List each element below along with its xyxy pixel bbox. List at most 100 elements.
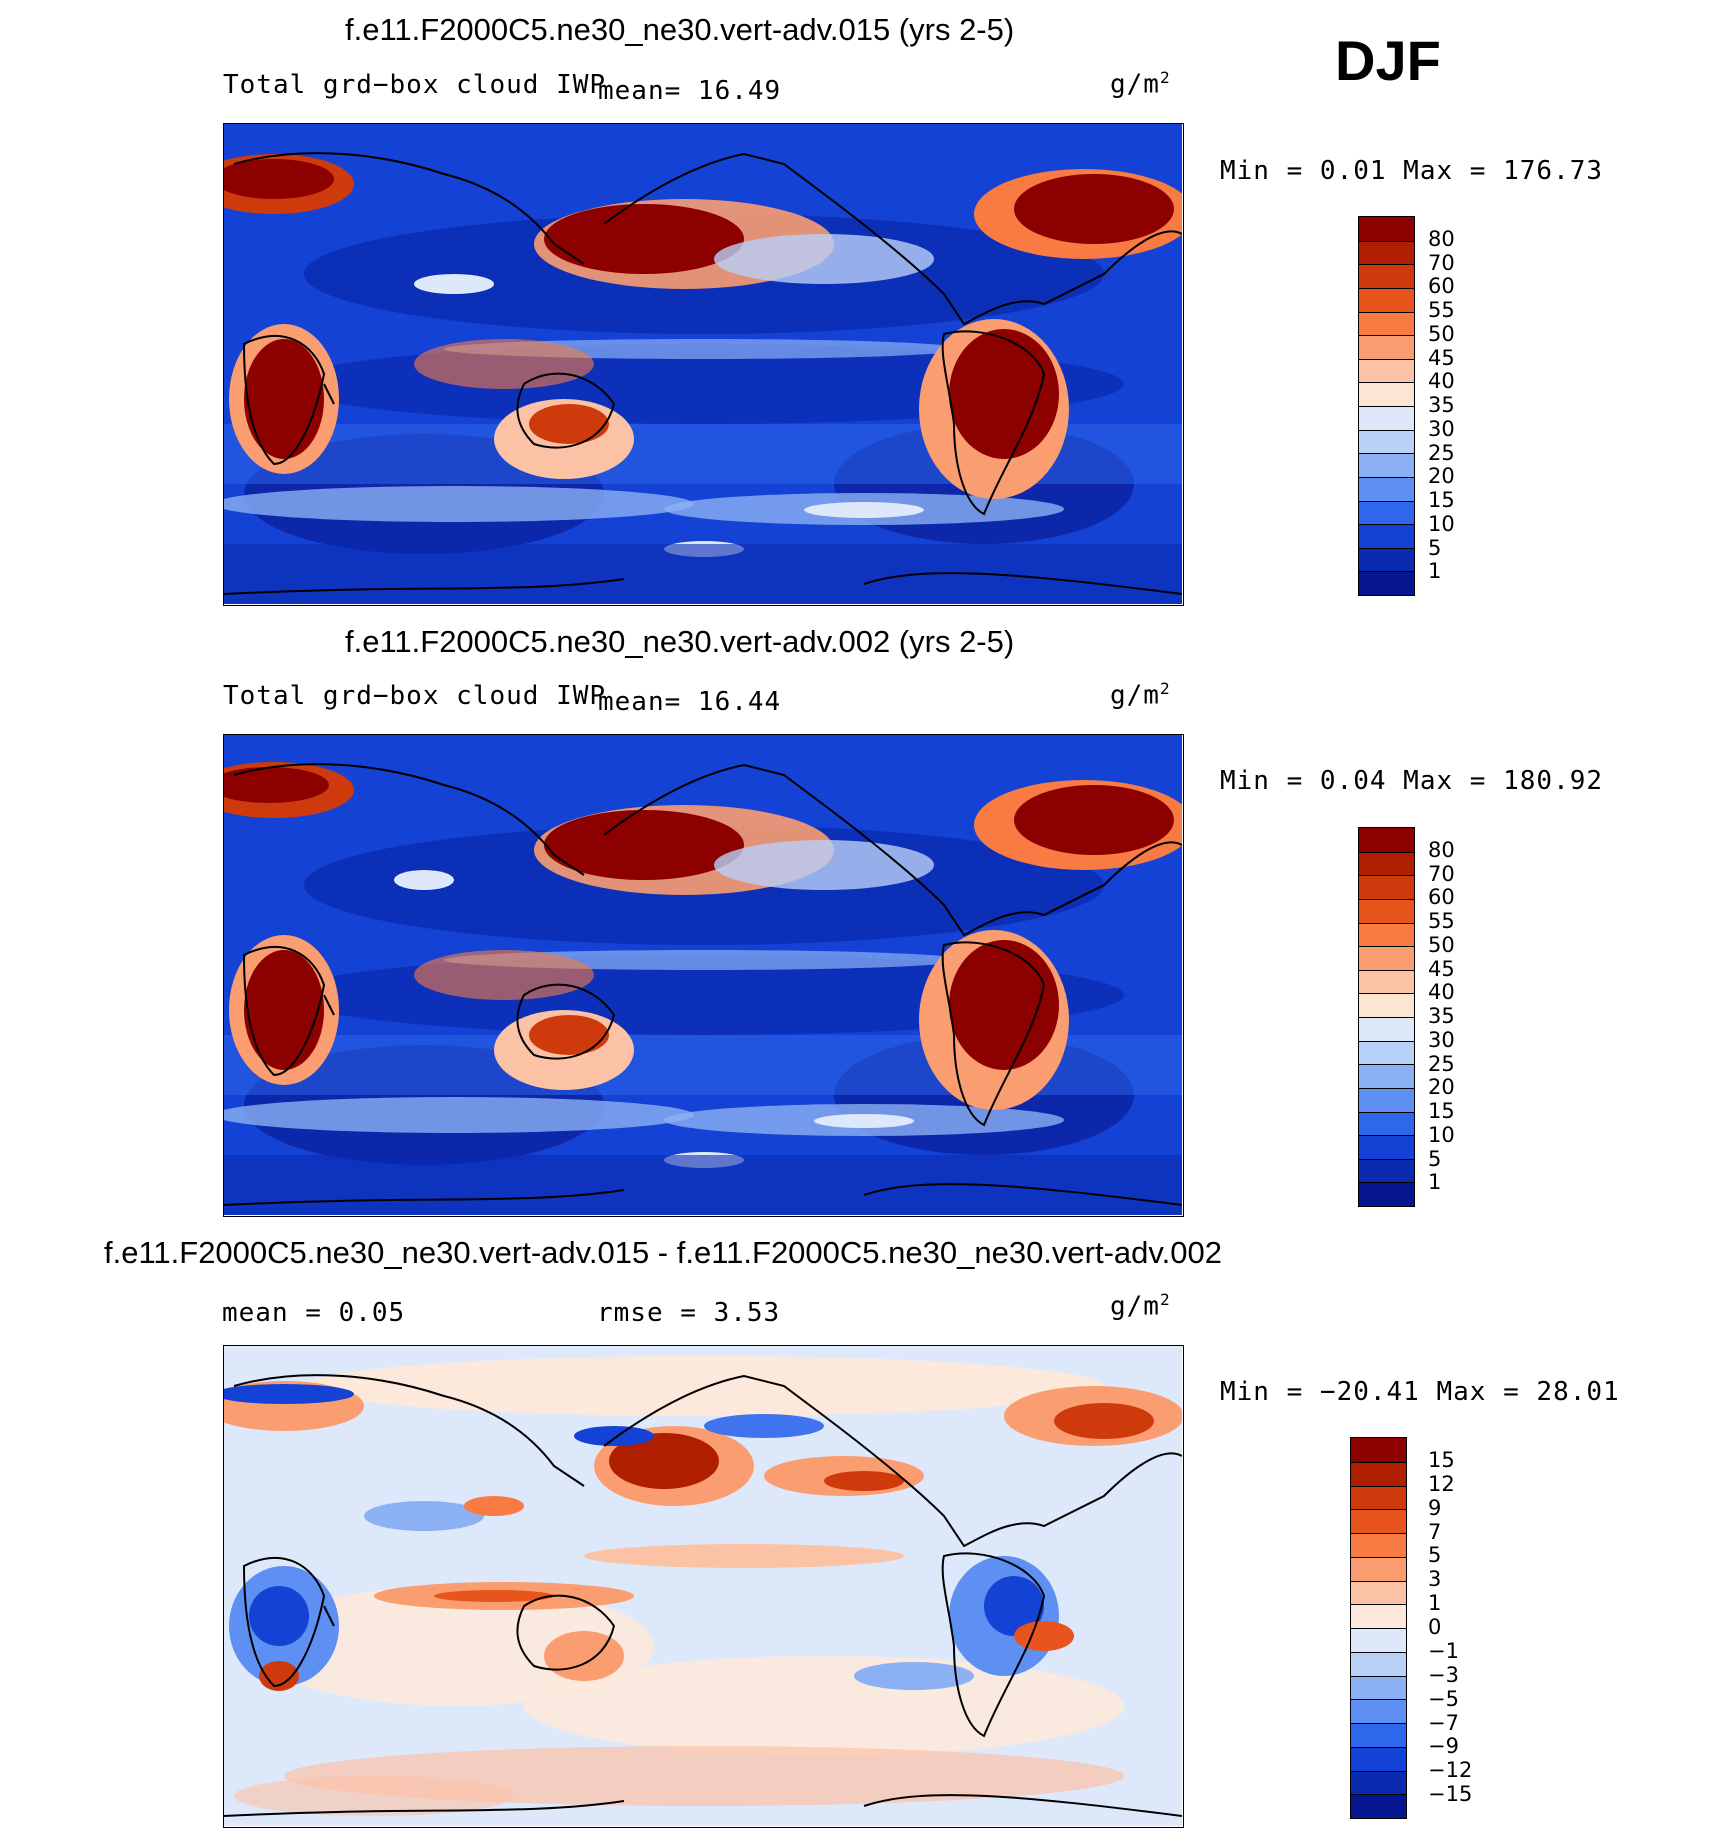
panel-3-field bbox=[224, 1346, 1182, 1826]
colorbar-swatch bbox=[1351, 1699, 1406, 1723]
colorbar-swatch bbox=[1359, 264, 1414, 288]
colorbar-swatch bbox=[1359, 453, 1414, 477]
panel-1-title: f.e11.F2000C5.ne30_ne30.vert-adv.015 (yr… bbox=[345, 12, 1015, 47]
colorbar-swatch bbox=[1359, 240, 1414, 265]
colorbar-swatch bbox=[1359, 1040, 1414, 1065]
colorbar-tick-label: 35 bbox=[1428, 1004, 1455, 1028]
colorbar-swatch bbox=[1359, 429, 1414, 454]
colorbar-tick-label: 30 bbox=[1428, 1027, 1455, 1052]
colorbar-tick-label: −9 bbox=[1428, 1734, 1459, 1759]
colorbar-swatch bbox=[1359, 851, 1414, 876]
panel-2-map bbox=[223, 734, 1184, 1217]
panel-2-minmax: Min = 0.04 Max = 180.92 bbox=[1220, 766, 1604, 796]
colorbar-swatch bbox=[1359, 922, 1414, 947]
colorbar-swatch bbox=[1351, 1628, 1406, 1652]
colorbar-swatch bbox=[1359, 500, 1414, 525]
colorbar-tick-label: 5 bbox=[1428, 535, 1442, 560]
colorbar-swatch bbox=[1351, 1509, 1406, 1533]
colorbar-tick-label: −15 bbox=[1428, 1782, 1473, 1807]
colorbar-tick-label: 15 bbox=[1428, 1099, 1455, 1123]
colorbar-tick-label: 45 bbox=[1428, 345, 1455, 370]
panel-3-colorbar bbox=[1350, 1437, 1407, 1819]
panel-2-field bbox=[224, 735, 1182, 1215]
colorbar-tick-label: 0 bbox=[1428, 1615, 1442, 1639]
panel-1-colorbar-labels: 80 70 60 55 50 45 40 35 30 25 20 15 10 5 1 bbox=[1428, 216, 1508, 596]
colorbar-tick-label: −3 bbox=[1428, 1662, 1459, 1687]
colorbar-swatch bbox=[1359, 1158, 1414, 1183]
colorbar-swatch bbox=[1359, 406, 1414, 430]
colorbar-swatch bbox=[1359, 946, 1414, 970]
panel-2-mean: mean= 16.44 bbox=[598, 687, 782, 717]
colorbar-swatch bbox=[1359, 287, 1414, 312]
colorbar-tick-label: 70 bbox=[1428, 861, 1455, 886]
colorbar-swatch bbox=[1351, 1651, 1406, 1676]
colorbar-tick-label: 70 bbox=[1428, 250, 1455, 275]
colorbar-tick-label: 7 bbox=[1428, 1519, 1442, 1544]
colorbar-tick-label: 60 bbox=[1428, 274, 1455, 299]
colorbar-swatch bbox=[1359, 311, 1414, 336]
season-label: DJF bbox=[1335, 29, 1441, 92]
colorbar-tick-label: 40 bbox=[1428, 980, 1455, 1005]
colorbar-swatch bbox=[1359, 1017, 1414, 1041]
colorbar-tick-label: 5 bbox=[1428, 1146, 1442, 1171]
colorbar-tick-label: −1 bbox=[1428, 1638, 1459, 1663]
panel-3-mean: mean = 0.05 bbox=[222, 1298, 406, 1328]
colorbar-swatch bbox=[1359, 476, 1414, 501]
colorbar-tick-label: −7 bbox=[1428, 1710, 1459, 1735]
colorbar-tick-label: −12 bbox=[1428, 1758, 1473, 1783]
colorbar-swatch bbox=[1351, 1580, 1406, 1605]
panel-3-unit: g/m2 bbox=[1110, 1290, 1171, 1322]
panel-1-mean: mean= 16.49 bbox=[598, 76, 782, 106]
colorbar-tick-label: 45 bbox=[1428, 956, 1455, 981]
panel-3-colorbar-labels: 15 12 9 7 5 3 1 0 −1 −3 −5 −7 −9 −12 −15 bbox=[1428, 1437, 1508, 1819]
colorbar-swatch bbox=[1351, 1746, 1406, 1771]
colorbar-swatch bbox=[1359, 1135, 1414, 1159]
colorbar-swatch bbox=[1359, 1111, 1414, 1136]
panel-3-minmax: Min = −20.41 Max = 28.01 bbox=[1220, 1377, 1620, 1407]
panel-1-field bbox=[224, 124, 1182, 604]
colorbar-swatch bbox=[1359, 524, 1414, 548]
panel-2-variable: Total grd−box cloud IWP bbox=[223, 681, 607, 711]
colorbar-tick-label: 80 bbox=[1428, 226, 1455, 251]
panel-1-variable: Total grd−box cloud IWP bbox=[223, 70, 607, 100]
colorbar-swatch bbox=[1359, 969, 1414, 994]
colorbar-swatch bbox=[1351, 1770, 1406, 1795]
colorbar-swatch bbox=[1359, 875, 1414, 899]
colorbar-swatch bbox=[1359, 217, 1414, 241]
panel-3-title: f.e11.F2000C5.ne30_ne30.vert-adv.015 - f… bbox=[104, 1235, 1222, 1270]
colorbar-tick-label: 3 bbox=[1428, 1567, 1442, 1592]
colorbar-tick-label: 10 bbox=[1428, 1122, 1455, 1147]
colorbar-tick-label: 5 bbox=[1428, 1543, 1442, 1568]
colorbar-tick-label: 40 bbox=[1428, 369, 1455, 394]
colorbar-swatch bbox=[1351, 1675, 1406, 1700]
colorbar-tick-label: 15 bbox=[1428, 488, 1455, 512]
colorbar-tick-label: 15 bbox=[1428, 1447, 1455, 1472]
colorbar-swatch bbox=[1359, 571, 1414, 595]
colorbar-swatch bbox=[1351, 1485, 1406, 1510]
colorbar-swatch bbox=[1351, 1604, 1406, 1628]
colorbar-tick-label: 9 bbox=[1428, 1495, 1442, 1520]
colorbar-tick-label: 1 bbox=[1428, 559, 1442, 584]
colorbar-tick-label: 35 bbox=[1428, 393, 1455, 417]
colorbar-tick-label: 25 bbox=[1428, 440, 1455, 465]
colorbar-tick-label: 1 bbox=[1428, 1170, 1442, 1195]
colorbar-swatch bbox=[1359, 898, 1414, 923]
colorbar-swatch bbox=[1359, 547, 1414, 572]
colorbar-swatch bbox=[1359, 993, 1414, 1017]
panel-3-rmse: rmse = 3.53 bbox=[597, 1298, 781, 1328]
colorbar-tick-label: 12 bbox=[1428, 1471, 1455, 1496]
colorbar-tick-label: 50 bbox=[1428, 932, 1455, 957]
colorbar-swatch bbox=[1351, 1533, 1406, 1557]
colorbar-swatch bbox=[1351, 1794, 1406, 1818]
colorbar-swatch bbox=[1359, 358, 1414, 383]
panel-1-unit: g/m2 bbox=[1110, 68, 1171, 100]
colorbar-tick-label: 60 bbox=[1428, 885, 1455, 910]
panel-2-title: f.e11.F2000C5.ne30_ne30.vert-adv.002 (yr… bbox=[345, 624, 1015, 659]
colorbar-swatch bbox=[1351, 1461, 1406, 1486]
colorbar-tick-label: 10 bbox=[1428, 511, 1455, 536]
panel-2-colorbar bbox=[1358, 827, 1415, 1207]
colorbar-swatch bbox=[1351, 1438, 1406, 1462]
colorbar-swatch bbox=[1359, 1087, 1414, 1112]
colorbar-tick-label: 55 bbox=[1428, 909, 1455, 933]
colorbar-tick-label: −5 bbox=[1428, 1686, 1459, 1711]
